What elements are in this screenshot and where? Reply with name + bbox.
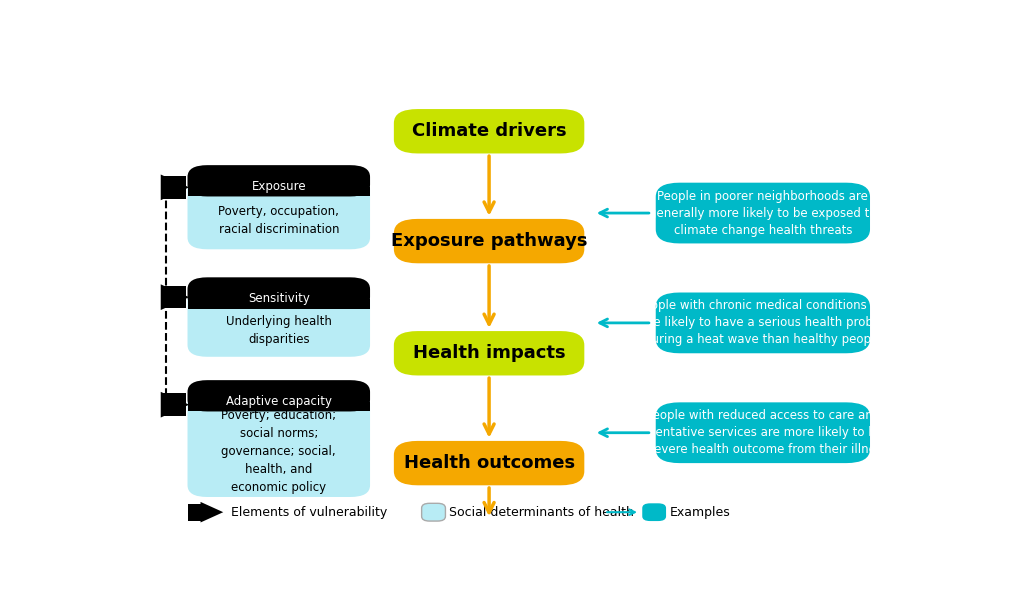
FancyBboxPatch shape xyxy=(187,277,370,308)
Text: Exposure: Exposure xyxy=(252,180,306,193)
FancyBboxPatch shape xyxy=(161,176,186,198)
Text: People with reduced access to care and
preventative services are more likely to : People with reduced access to care and p… xyxy=(629,409,897,456)
FancyBboxPatch shape xyxy=(187,380,370,412)
Text: Adaptive capacity: Adaptive capacity xyxy=(225,395,332,408)
FancyBboxPatch shape xyxy=(187,186,370,197)
Polygon shape xyxy=(161,392,189,418)
Text: Sensitivity: Sensitivity xyxy=(248,293,309,305)
Text: Poverty, occupation,
racial discrimination: Poverty, occupation, racial discriminati… xyxy=(218,205,339,236)
FancyBboxPatch shape xyxy=(655,293,870,353)
FancyBboxPatch shape xyxy=(187,165,370,197)
FancyBboxPatch shape xyxy=(655,402,870,463)
Text: Elements of vulnerability: Elements of vulnerability xyxy=(231,506,387,519)
Text: People in poorer neighborhoods are
generally more likely to be exposed to
climat: People in poorer neighborhoods are gener… xyxy=(649,189,877,237)
Text: Examples: Examples xyxy=(670,506,731,519)
FancyBboxPatch shape xyxy=(422,503,445,521)
FancyBboxPatch shape xyxy=(655,183,870,243)
Text: Health impacts: Health impacts xyxy=(413,344,565,362)
Polygon shape xyxy=(201,502,223,523)
FancyBboxPatch shape xyxy=(187,392,370,497)
Polygon shape xyxy=(161,284,189,310)
FancyBboxPatch shape xyxy=(187,299,370,308)
FancyBboxPatch shape xyxy=(187,504,201,521)
FancyBboxPatch shape xyxy=(394,219,585,263)
Text: Poverty; education;
social norms;
governance; social,
health, and
economic polic: Poverty; education; social norms; govern… xyxy=(221,409,336,494)
FancyBboxPatch shape xyxy=(642,503,666,521)
Text: Underlying health
disparities: Underlying health disparities xyxy=(226,315,332,346)
Text: Social determinants of health: Social determinants of health xyxy=(450,506,634,519)
Text: Health outcomes: Health outcomes xyxy=(403,454,574,472)
FancyBboxPatch shape xyxy=(394,331,585,376)
Polygon shape xyxy=(161,174,189,200)
Text: People with chronic medical conditions are
more likely to have a serious health : People with chronic medical conditions a… xyxy=(631,299,895,347)
Text: Climate drivers: Climate drivers xyxy=(412,122,566,140)
FancyBboxPatch shape xyxy=(161,286,186,308)
FancyBboxPatch shape xyxy=(394,109,585,154)
FancyBboxPatch shape xyxy=(187,289,370,357)
FancyBboxPatch shape xyxy=(394,441,585,486)
FancyBboxPatch shape xyxy=(187,402,370,412)
FancyBboxPatch shape xyxy=(161,393,186,416)
FancyBboxPatch shape xyxy=(187,177,370,249)
Text: Exposure pathways: Exposure pathways xyxy=(391,232,588,250)
